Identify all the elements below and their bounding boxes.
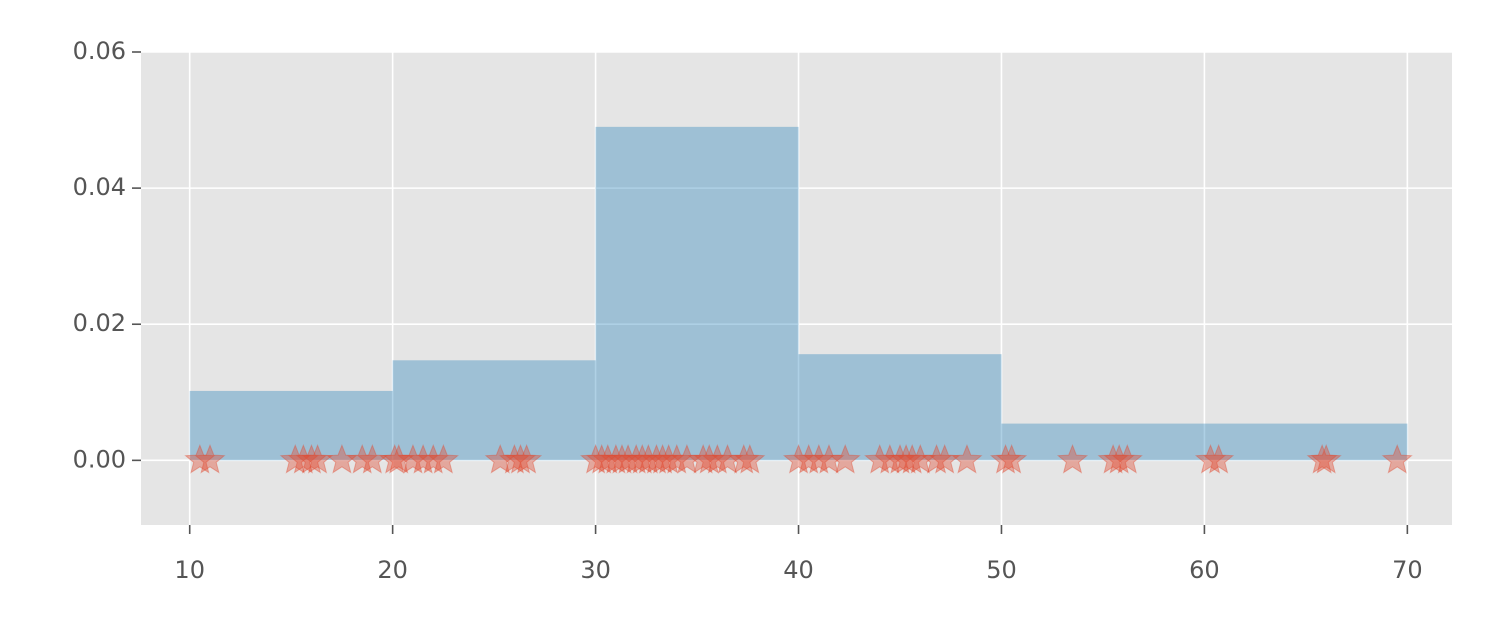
star-marker — [661, 443, 693, 474]
star-marker — [407, 443, 439, 474]
star-marker — [194, 443, 226, 474]
star-marker — [920, 443, 953, 474]
star-marker — [793, 443, 825, 474]
histogram-bar — [1001, 423, 1408, 461]
star-marker — [640, 443, 673, 474]
y-tick-label: 0.00 — [73, 445, 126, 473]
star-marker — [383, 443, 415, 474]
star-marker — [813, 443, 845, 474]
star-marker — [184, 443, 216, 474]
star-marker — [734, 443, 766, 474]
star-marker — [996, 443, 1028, 474]
histogram-bar — [798, 354, 1002, 461]
star-marker — [586, 443, 618, 474]
star-marker — [701, 443, 733, 474]
star-marker — [417, 443, 449, 474]
star-marker — [884, 443, 916, 474]
star-marker — [1194, 443, 1227, 474]
star-marker — [1306, 443, 1338, 474]
plot-background — [141, 52, 1452, 525]
star-marker — [484, 443, 516, 474]
star-marker — [711, 443, 744, 474]
star-marker — [929, 443, 961, 474]
star-marker — [1103, 443, 1135, 474]
star-marker — [632, 443, 664, 474]
star-marker — [646, 443, 679, 474]
y-tick-label: 0.06 — [73, 37, 126, 65]
y-tick-label: 0.04 — [73, 173, 126, 201]
star-marker — [687, 443, 719, 474]
star-marker — [693, 443, 725, 474]
histogram-bar — [189, 390, 393, 461]
star-marker — [1203, 443, 1235, 474]
star-marker — [951, 443, 983, 474]
histogram-bar — [595, 126, 799, 461]
star-marker — [874, 443, 906, 474]
star-marker — [1097, 443, 1129, 474]
star-marker — [626, 443, 658, 474]
star-marker — [620, 443, 652, 474]
star-marker — [728, 443, 760, 474]
star-marker — [1056, 443, 1089, 474]
x-tick-label: 70 — [1392, 556, 1423, 584]
star-marker — [1310, 443, 1342, 474]
star-marker — [653, 443, 685, 474]
x-tick-label: 10 — [174, 556, 205, 584]
histogram-bar — [392, 360, 596, 461]
star-marker — [1111, 443, 1143, 474]
star-marker — [612, 443, 644, 474]
star-marker — [427, 443, 459, 474]
y-tick-label: 0.02 — [73, 309, 126, 337]
star-marker — [301, 443, 334, 474]
x-tick-label: 60 — [1189, 556, 1220, 584]
star-marker — [904, 443, 936, 474]
star-marker — [511, 443, 543, 474]
star-marker — [1381, 443, 1413, 474]
star-marker — [864, 443, 896, 474]
star-marker — [606, 443, 638, 474]
star-marker — [279, 443, 311, 474]
star-marker — [580, 443, 612, 474]
star-marker — [295, 443, 328, 474]
x-tick-label: 40 — [783, 556, 814, 584]
x-tick-label: 20 — [377, 556, 408, 584]
star-marker — [600, 443, 632, 474]
star-marker — [287, 443, 319, 474]
star-marker — [397, 443, 429, 474]
x-tick-label: 30 — [580, 556, 611, 584]
star-marker — [592, 443, 624, 474]
star-marker — [890, 443, 922, 474]
star-marker — [504, 443, 537, 474]
star-marker — [989, 443, 1022, 474]
star-marker — [326, 443, 358, 474]
x-tick-label: 50 — [986, 556, 1017, 584]
star-marker — [671, 443, 703, 474]
star-marker — [379, 443, 411, 474]
star-marker — [829, 443, 861, 474]
star-marker — [782, 443, 815, 474]
star-marker — [803, 443, 835, 474]
star-marker — [498, 443, 530, 474]
star-marker — [896, 443, 928, 474]
star-marker — [346, 443, 378, 474]
star-marker — [356, 443, 388, 474]
